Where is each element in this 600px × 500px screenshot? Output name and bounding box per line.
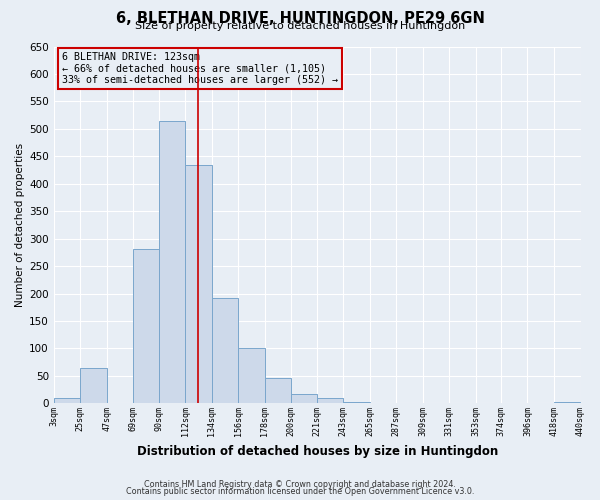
Text: 6, BLETHAN DRIVE, HUNTINGDON, PE29 6GN: 6, BLETHAN DRIVE, HUNTINGDON, PE29 6GN xyxy=(116,11,484,26)
Bar xyxy=(54,398,80,404)
Bar xyxy=(80,368,107,404)
Bar xyxy=(317,398,343,404)
Bar xyxy=(265,378,291,404)
Bar xyxy=(554,402,580,404)
Text: Size of property relative to detached houses in Huntingdon: Size of property relative to detached ho… xyxy=(135,21,465,31)
Text: 6 BLETHAN DRIVE: 123sqm
← 66% of detached houses are smaller (1,105)
33% of semi: 6 BLETHAN DRIVE: 123sqm ← 66% of detache… xyxy=(62,52,338,85)
Bar xyxy=(185,164,212,404)
Bar xyxy=(291,394,317,404)
Bar xyxy=(238,348,265,404)
X-axis label: Distribution of detached houses by size in Huntingdon: Distribution of detached houses by size … xyxy=(137,444,498,458)
Bar xyxy=(343,402,370,404)
Text: Contains HM Land Registry data © Crown copyright and database right 2024.: Contains HM Land Registry data © Crown c… xyxy=(144,480,456,489)
Bar xyxy=(158,120,185,404)
Bar xyxy=(212,298,238,404)
Bar xyxy=(370,403,396,404)
Y-axis label: Number of detached properties: Number of detached properties xyxy=(15,143,25,307)
Bar xyxy=(133,248,158,404)
Text: Contains public sector information licensed under the Open Government Licence v3: Contains public sector information licen… xyxy=(126,487,474,496)
